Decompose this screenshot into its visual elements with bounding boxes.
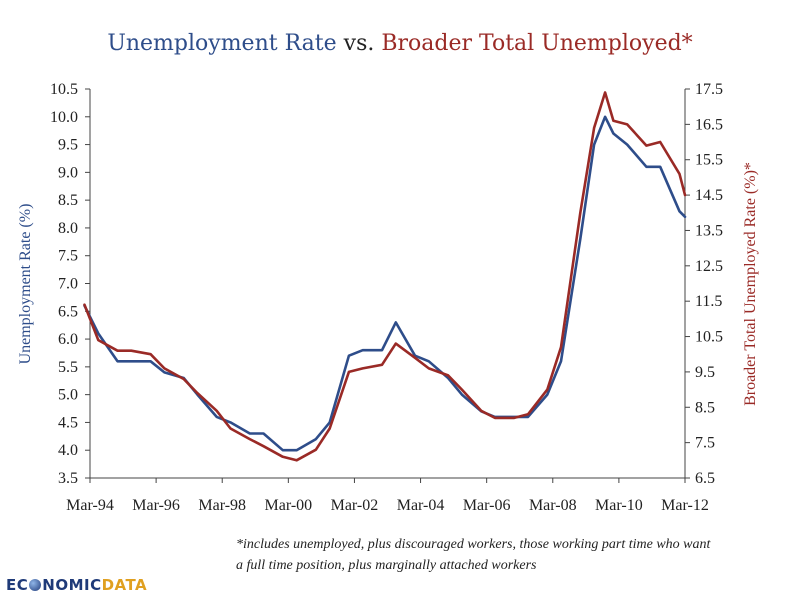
title-unemployment: Unemployment Rate bbox=[107, 31, 336, 56]
y-right-tick-label: 13.5 bbox=[695, 222, 723, 239]
y-axis-label-left: Unemployment Rate (%) bbox=[17, 204, 34, 365]
x-tick-label: Mar-00 bbox=[264, 497, 312, 514]
y-right-tick-label: 9.5 bbox=[695, 364, 715, 381]
y-left-tick-label: 9.5 bbox=[58, 137, 78, 154]
chart-title: Unemployment Rate vs. Broader Total Unem… bbox=[107, 31, 692, 56]
y-left-tick-label: 4.0 bbox=[58, 442, 78, 459]
y-right-tick-label: 14.5 bbox=[695, 187, 723, 204]
x-tick-label: Mar-12 bbox=[661, 497, 709, 514]
axes bbox=[89, 89, 686, 479]
logo-part1: EC bbox=[6, 576, 29, 594]
x-tick-label: Mar-96 bbox=[132, 497, 180, 514]
x-tick-label: Mar-10 bbox=[595, 497, 643, 514]
y-left-tick-label: 8.0 bbox=[58, 220, 78, 237]
ticks: 3.5 4.0 4.5 5.0 5.5 6.0 6.5 7.0 7.5 8.0 8.5 9.0 9.5 1… bbox=[50, 81, 723, 514]
y-right-tick-label: 7.5 bbox=[695, 435, 715, 452]
x-tick-label: Mar-08 bbox=[529, 497, 577, 514]
y-right-tick-label: 11.5 bbox=[695, 293, 722, 310]
logo-part3: DATA bbox=[101, 576, 148, 594]
x-tick-label: Mar-06 bbox=[463, 497, 511, 514]
y-left-tick-label: 6.0 bbox=[58, 331, 78, 348]
economicdata-logo: EC NOMICDATA bbox=[6, 576, 147, 594]
y-left-tick-label: 10.0 bbox=[50, 109, 78, 126]
x-tick-label: Mar-02 bbox=[331, 497, 379, 514]
broader-unemployed-line bbox=[83, 91, 687, 462]
y-right-tick-label: 10.5 bbox=[695, 329, 723, 346]
y-left-tick-label: 7.5 bbox=[58, 248, 78, 265]
y-right-tick-label: 12.5 bbox=[695, 258, 723, 275]
y-left-tick-label: 5.5 bbox=[58, 359, 78, 376]
y-left-tick-label: 5.0 bbox=[58, 387, 78, 404]
y-left-tick-label: 7.0 bbox=[58, 276, 78, 293]
y-right-tick-label: 6.5 bbox=[695, 470, 715, 487]
y-right-tick-label: 16.5 bbox=[695, 116, 723, 133]
x-tick-label: Mar-98 bbox=[198, 497, 246, 514]
y-left-tick-label: 4.5 bbox=[58, 414, 78, 431]
logo-part2: NOMIC bbox=[42, 576, 102, 594]
footnote: *includes unemployed, plus discouraged w… bbox=[236, 537, 711, 573]
y-left-tick-label: 8.5 bbox=[58, 192, 78, 209]
x-tick-label: Mar-04 bbox=[397, 497, 445, 514]
y-right-tick-label: 8.5 bbox=[695, 399, 715, 416]
globe-icon bbox=[29, 579, 42, 591]
y-right-tick-label: 17.5 bbox=[695, 81, 723, 98]
title-broader: Broader Total Unemployed* bbox=[381, 31, 692, 56]
y-left-tick-label: 9.0 bbox=[58, 164, 78, 181]
title-vs: vs. bbox=[337, 31, 382, 56]
series-lines bbox=[83, 91, 687, 462]
y-axis-label-right: Broader Total Unemployed Rate (%)* bbox=[742, 162, 759, 406]
y-left-tick-label: 10.5 bbox=[50, 81, 78, 98]
x-tick-label: Mar-94 bbox=[66, 497, 114, 514]
y-left-tick-label: 6.5 bbox=[58, 303, 78, 320]
y-right-tick-label: 15.5 bbox=[695, 152, 723, 169]
unemployment-rate-line bbox=[83, 115, 687, 452]
y-left-tick-label: 3.5 bbox=[58, 470, 78, 487]
